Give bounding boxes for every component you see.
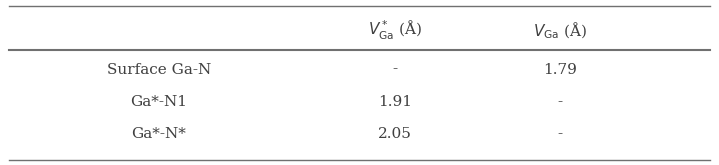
Text: 1.91: 1.91	[378, 95, 412, 109]
Text: 1.79: 1.79	[543, 63, 577, 77]
Text: -: -	[557, 127, 562, 141]
Text: $\it{V}_{\mathrm{Ga}}$ (Å): $\it{V}_{\mathrm{Ga}}$ (Å)	[533, 20, 587, 41]
Text: Ga*-N*: Ga*-N*	[132, 127, 186, 141]
Text: Surface Ga-N: Surface Ga-N	[107, 63, 211, 77]
Text: 2.05: 2.05	[378, 127, 412, 141]
Text: Ga*-N1: Ga*-N1	[130, 95, 188, 109]
Text: -: -	[557, 95, 562, 109]
Text: -: -	[393, 63, 398, 77]
Text: $\it{V}^*_{\mathrm{Ga}}$ (Å): $\it{V}^*_{\mathrm{Ga}}$ (Å)	[368, 19, 423, 42]
